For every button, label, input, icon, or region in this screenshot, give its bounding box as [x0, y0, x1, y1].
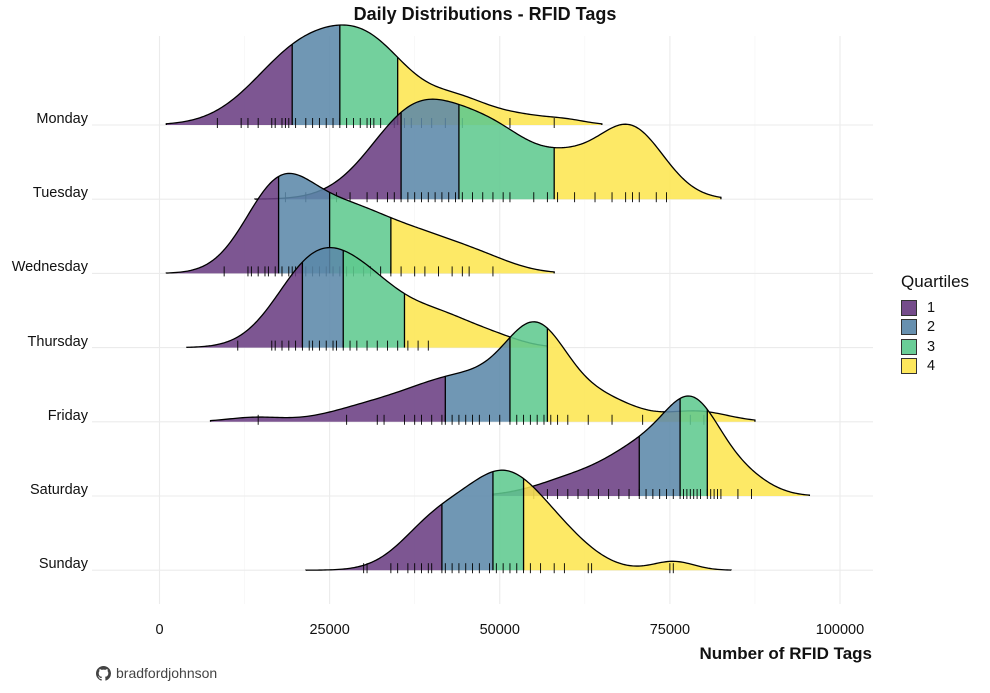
quartile-4-area — [390, 217, 555, 274]
ridge-saturday — [492, 395, 811, 499]
x-tick-label: 25000 — [309, 622, 350, 638]
quartile-4-area — [404, 293, 548, 348]
quartile-1-area — [166, 176, 279, 274]
day-label-friday: Friday — [47, 407, 88, 424]
caption: bradfordjohnson — [96, 665, 217, 681]
day-label-monday: Monday — [36, 111, 88, 127]
ridge-friday — [209, 321, 756, 425]
legend-key — [901, 358, 917, 375]
ridge-outline — [305, 469, 732, 571]
legend-title: Quartiles — [901, 272, 970, 291]
day-label-sunday: Sunday — [38, 556, 88, 573]
legend-label: 3 — [927, 338, 936, 355]
legend-key — [901, 319, 917, 336]
x-tick-label: 100000 — [815, 622, 865, 638]
ridge-monday — [165, 24, 603, 128]
x-tick-label: 75000 — [649, 622, 691, 638]
quartile-2-area — [445, 337, 510, 422]
legend-label: 2 — [927, 319, 936, 336]
quartile-3-area — [458, 104, 555, 200]
ridges — [165, 24, 811, 574]
quartile-2-area — [302, 247, 344, 348]
legend-key — [901, 338, 917, 355]
day-label-wednesday: Wednesday — [11, 259, 88, 276]
legend-entry-4: 4 — [901, 357, 969, 377]
quartile-2-area — [441, 471, 493, 571]
quartile-1-area — [186, 262, 303, 348]
legend-label: 1 — [927, 299, 936, 316]
ridge-outline — [165, 24, 603, 125]
quartile-2-area — [639, 398, 681, 496]
legend-entry-1: 1 — [901, 298, 969, 318]
legend-entries: 1 2 3 4 — [901, 298, 969, 376]
quartile-1-area — [492, 436, 640, 496]
legend: Quartiles 1 2 3 4 — [901, 272, 969, 376]
ridge-tuesday — [254, 98, 722, 203]
ridge-outline — [186, 246, 549, 348]
quartile-2-area — [292, 25, 340, 125]
ridge-outline — [492, 395, 811, 496]
quartile-1-area — [305, 504, 442, 571]
quartile-1-area — [210, 376, 446, 422]
ridge-outline — [165, 172, 555, 274]
x-axis-label: Number of RFID Tags — [699, 644, 872, 663]
quartile-4-area — [547, 328, 755, 422]
ridge-sunday — [305, 469, 732, 574]
x-tick-label: 50000 — [479, 622, 520, 638]
day-label-saturday: Saturday — [29, 482, 88, 498]
quartile-4-area — [523, 478, 732, 571]
ridge-thursday — [186, 246, 549, 351]
quartile-2-area — [278, 173, 330, 274]
quartile-3-area — [680, 396, 708, 496]
legend-entry-2: 2 — [901, 318, 969, 338]
github-icon — [96, 665, 111, 681]
quartile-1-area — [254, 112, 402, 200]
legend-entry-3: 3 — [901, 337, 969, 357]
legend-label: 4 — [927, 358, 936, 375]
chart-title: Daily Distributions - RFID Tags — [353, 4, 617, 24]
quartile-4-area — [554, 124, 721, 200]
quartile-2-area — [401, 99, 459, 200]
legend-key — [901, 299, 917, 316]
quartile-4-area — [707, 409, 810, 496]
quartile-3-area — [339, 25, 398, 125]
x-tick-label: 0 — [155, 622, 164, 638]
quartile-3-area — [509, 321, 548, 422]
day-label-tuesday: Tuesday — [32, 185, 88, 202]
quartile-3-area — [343, 250, 405, 348]
ridge-outline — [254, 98, 722, 200]
caption-text: bradfordjohnson — [116, 665, 218, 681]
quartile-3-area — [492, 470, 524, 571]
quartile-1-area — [166, 44, 293, 125]
day-label-thursday: Thursday — [27, 333, 88, 350]
